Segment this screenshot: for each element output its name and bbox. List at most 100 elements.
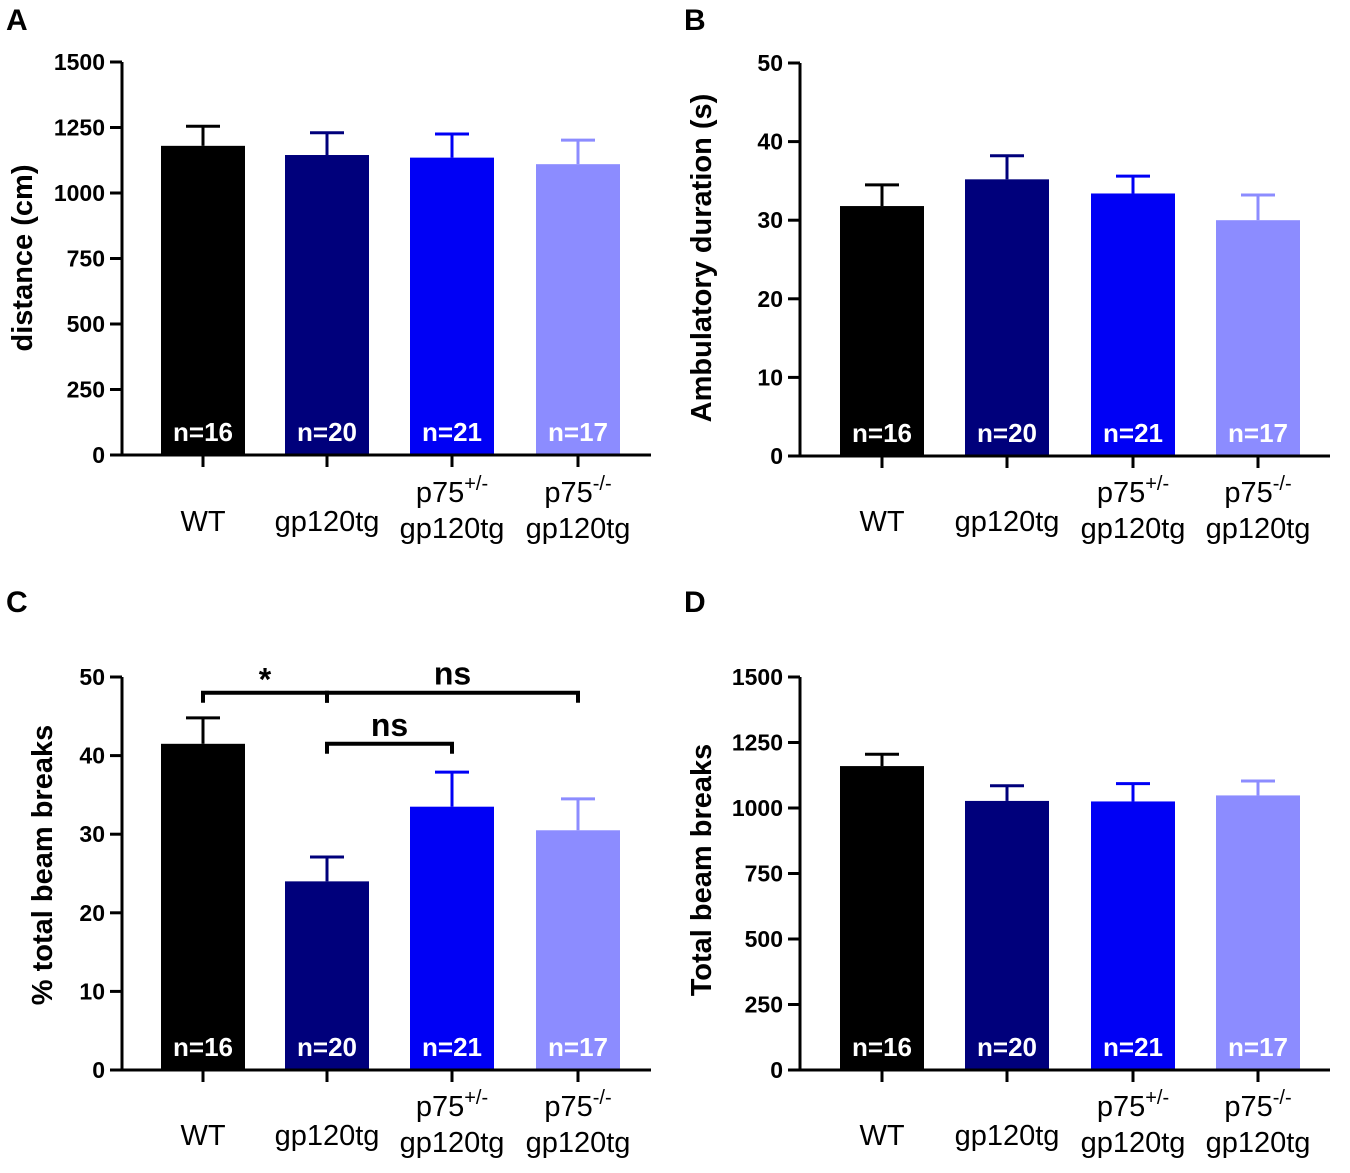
panel-letter: A (6, 4, 28, 37)
category-label-line2: gp120tg (526, 513, 631, 545)
category-label-superscript: +/- (464, 473, 488, 495)
n-label: n=20 (297, 417, 357, 447)
category-label-line2: gp120tg (526, 1127, 631, 1159)
bar (1091, 801, 1175, 1070)
significance-label: * (259, 662, 272, 698)
bar (285, 155, 369, 455)
panel-d: D Total beam breaks n=16 n=20 n=21 n=17 0 250 50… (684, 586, 1330, 1159)
category-label: WT (859, 1120, 904, 1152)
category-label-superscript: -/- (1273, 473, 1292, 495)
y-tick-label: 40 (757, 129, 783, 155)
y-tick-label: 1000 (732, 795, 783, 821)
category-label: p75-/- (1224, 1087, 1291, 1123)
bar (1091, 193, 1175, 456)
y-tick-label: 50 (757, 50, 783, 76)
y-axis-label: Total beam breaks (686, 744, 718, 997)
significance-bracket (325, 690, 580, 703)
category-label-superscript: +/- (1145, 1087, 1169, 1109)
y-tick-label: 40 (79, 743, 105, 769)
y-tick-label: 20 (757, 286, 783, 312)
significance-label: ns (434, 656, 471, 692)
panel-letter: B (684, 4, 706, 37)
bar (410, 157, 494, 455)
n-label: n=21 (422, 417, 482, 447)
significance-label: ns (371, 707, 408, 743)
category-label-superscript: -/- (593, 473, 612, 495)
category-label-main: p75 (544, 1091, 592, 1123)
n-label: n=16 (173, 417, 233, 447)
y-tick-label: 0 (770, 443, 783, 469)
category-label-main: p75 (1097, 477, 1145, 509)
category-label: gp120tg (955, 1120, 1060, 1152)
bar (161, 743, 245, 1070)
y-axis-label: Ambulatory duration (s) (686, 94, 718, 423)
y-tick-label: 50 (79, 664, 105, 690)
y-tick-label: 20 (79, 900, 105, 926)
n-label: n=17 (1228, 1032, 1288, 1062)
category-label: gp120tg (275, 1120, 380, 1152)
panel-letter: C (6, 586, 28, 619)
bar (1216, 220, 1300, 456)
category-label: p75+/- (1097, 1087, 1169, 1123)
category-label-superscript: +/- (464, 1087, 488, 1109)
y-tick-label: 750 (745, 861, 783, 887)
panel-b: B Ambulatory duration (s) n=16 n=20 n=21 n=17… (684, 4, 1330, 545)
y-tick-label: 30 (79, 821, 105, 847)
bar (410, 806, 494, 1070)
category-label-superscript: +/- (1145, 473, 1169, 495)
y-axis-label: % total beam breaks (27, 725, 59, 1005)
y-tick-label: 500 (67, 311, 105, 337)
category-label-main: p75 (1097, 1091, 1145, 1123)
bar (965, 800, 1049, 1070)
category-label-line2: gp120tg (400, 513, 505, 545)
n-label: n=21 (1103, 418, 1163, 448)
bar (536, 830, 620, 1070)
bar (840, 206, 924, 456)
bar (1216, 795, 1300, 1070)
panel-letter: D (684, 586, 706, 619)
category-label: p75+/- (1097, 473, 1169, 509)
category-label: gp120tg (955, 506, 1060, 538)
y-tick-label: 0 (92, 1057, 105, 1083)
n-label: n=16 (852, 1032, 912, 1062)
n-label: n=21 (1103, 1032, 1163, 1062)
y-axis-label: distance (cm) (7, 165, 39, 352)
n-label: n=17 (1228, 418, 1288, 448)
category-label-main: p75 (1224, 477, 1272, 509)
n-label: n=20 (297, 1032, 357, 1062)
category-label: p75-/- (544, 1087, 611, 1123)
n-label: n=20 (977, 418, 1037, 448)
y-tick-label: 500 (745, 926, 783, 952)
category-label: p75+/- (416, 473, 488, 509)
category-label-line2: gp120tg (1206, 513, 1311, 545)
n-label: n=16 (852, 418, 912, 448)
bar (965, 179, 1049, 456)
category-label-main: p75 (416, 477, 464, 509)
category-label: p75-/- (544, 473, 611, 509)
category-label-line2: gp120tg (1081, 513, 1186, 545)
bar (536, 164, 620, 455)
y-tick-label: 0 (92, 442, 105, 468)
y-tick-label: 10 (757, 364, 783, 390)
bar (161, 145, 245, 455)
panel-c: C % total beam breaks n=16 n=20 n=21 n=17 0 10 2… (6, 586, 651, 1159)
n-label: n=17 (548, 417, 608, 447)
category-label: p75-/- (1224, 473, 1291, 509)
n-label: n=20 (977, 1032, 1037, 1062)
category-label: WT (859, 506, 904, 538)
y-tick-label: 10 (79, 978, 105, 1004)
y-tick-label: 0 (770, 1057, 783, 1083)
category-label-superscript: -/- (1273, 1087, 1292, 1109)
y-tick-label: 250 (745, 992, 783, 1018)
y-tick-label: 30 (757, 207, 783, 233)
y-tick-label: 750 (67, 246, 105, 272)
bar (285, 881, 369, 1070)
category-label: WT (180, 506, 225, 538)
category-label-line2: gp120tg (400, 1127, 505, 1159)
category-label-superscript: -/- (593, 1087, 612, 1109)
y-tick-label: 1500 (54, 49, 105, 75)
n-label: n=16 (173, 1032, 233, 1062)
category-label-main: p75 (1224, 1091, 1272, 1123)
bar (840, 766, 924, 1070)
